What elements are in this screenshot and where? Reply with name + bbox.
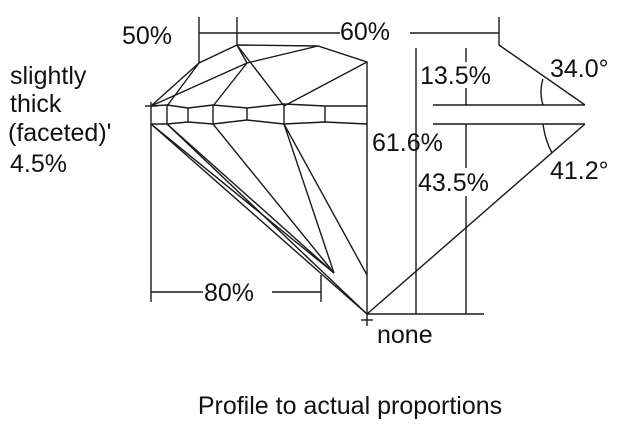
crown-depth-label: 13.5% (420, 62, 491, 90)
crown-angle-label: 34.0° (550, 55, 609, 83)
pavilion-depth-label: 43.5% (418, 169, 489, 197)
pavilion-angle-label: 41.2° (550, 157, 609, 185)
diamond-outline (145, 44, 373, 326)
girdle-label-3: (faceted)' (8, 119, 111, 147)
caption: Profile to actual proportions (198, 392, 502, 420)
dimension-lines (150, 17, 586, 315)
girdle-label-2: thick (10, 90, 62, 118)
crown-height-label: 50% (122, 22, 172, 50)
table-label: 60% (340, 18, 390, 46)
girdle-label-4: 4.5% (10, 150, 67, 178)
lower-half-label: 80% (204, 279, 254, 307)
girdle-label-1: slightly (10, 62, 87, 90)
culet-label: none (377, 321, 433, 349)
total-depth-label: 61.6% (372, 129, 443, 157)
